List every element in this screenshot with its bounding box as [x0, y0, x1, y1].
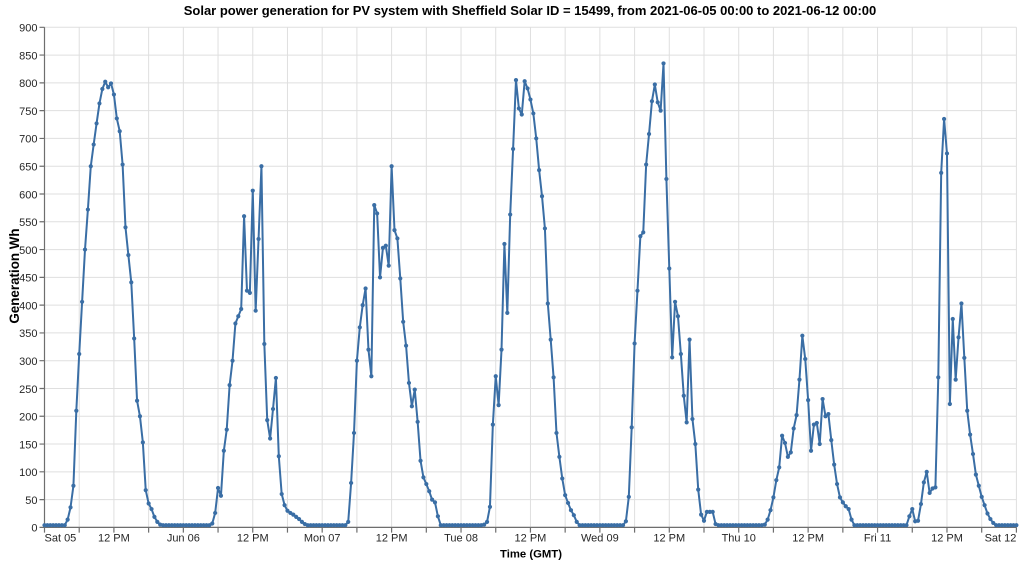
svg-text:450: 450 — [19, 273, 37, 285]
svg-text:Time (GMT): Time (GMT) — [500, 548, 562, 560]
svg-text:0: 0 — [31, 523, 37, 535]
svg-text:12 PM: 12 PM — [515, 533, 547, 545]
svg-text:650: 650 — [19, 162, 37, 174]
svg-text:Solar power generation for PV: Solar power generation for PV system wit… — [184, 3, 877, 18]
svg-text:100: 100 — [19, 467, 37, 479]
svg-text:Sat 05: Sat 05 — [45, 533, 77, 545]
svg-text:12 PM: 12 PM — [98, 533, 130, 545]
svg-text:Mon 07: Mon 07 — [304, 533, 341, 545]
svg-text:Generation Wh: Generation Wh — [7, 228, 22, 323]
svg-text:350: 350 — [19, 328, 37, 340]
svg-text:Tue 08: Tue 08 — [444, 533, 478, 545]
svg-text:12 PM: 12 PM — [792, 533, 824, 545]
svg-text:Wed 09: Wed 09 — [581, 533, 619, 545]
svg-text:900: 900 — [19, 23, 37, 35]
svg-text:Jun 06: Jun 06 — [167, 533, 200, 545]
svg-text:700: 700 — [19, 134, 37, 146]
svg-text:50: 50 — [25, 495, 37, 507]
svg-text:500: 500 — [19, 245, 37, 257]
svg-text:850: 850 — [19, 50, 37, 62]
svg-text:800: 800 — [19, 78, 37, 90]
svg-text:Sat 12: Sat 12 — [985, 533, 1017, 545]
svg-text:250: 250 — [19, 384, 37, 396]
svg-text:Thu 10: Thu 10 — [722, 533, 756, 545]
svg-text:12 PM: 12 PM — [653, 533, 685, 545]
svg-text:150: 150 — [19, 439, 37, 451]
svg-text:750: 750 — [19, 106, 37, 118]
svg-text:400: 400 — [19, 300, 37, 312]
svg-text:12 PM: 12 PM — [237, 533, 269, 545]
svg-text:12 PM: 12 PM — [376, 533, 408, 545]
svg-text:600: 600 — [19, 189, 37, 201]
svg-text:Fri 11: Fri 11 — [864, 533, 891, 545]
svg-text:300: 300 — [19, 356, 37, 368]
svg-text:200: 200 — [19, 412, 37, 424]
svg-text:550: 550 — [19, 217, 37, 229]
svg-text:12 PM: 12 PM — [931, 533, 963, 545]
